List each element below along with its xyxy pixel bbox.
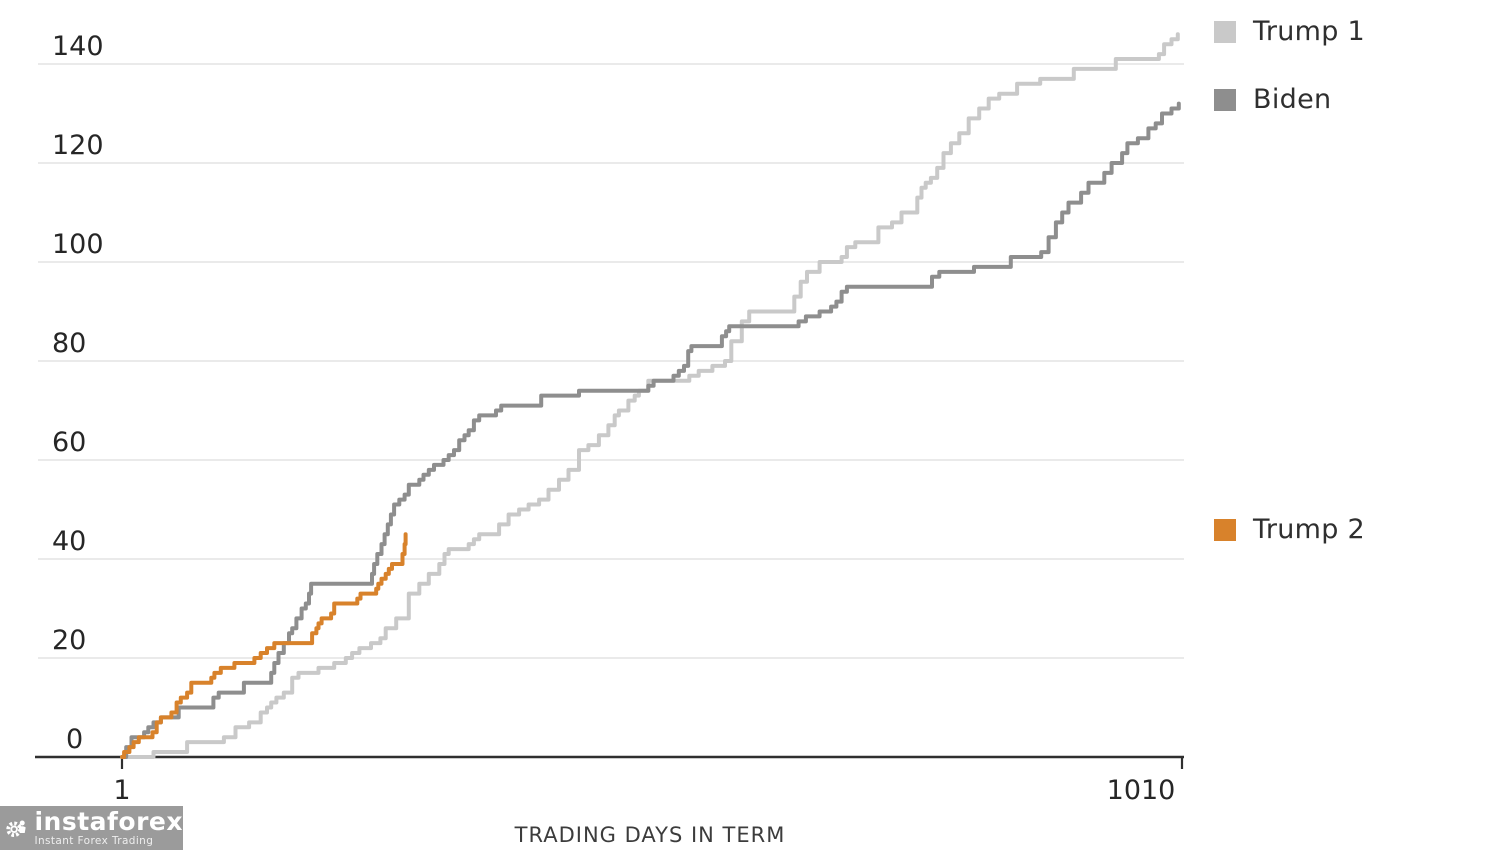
y-tick-label-80: 80 [52, 328, 86, 359]
x-tick-label-1: 1 [113, 775, 130, 806]
legend-swatch-trump-2 [1214, 518, 1236, 541]
legend-label-biden: Biden [1253, 84, 1332, 115]
legend-label-trump-1: Trump 1 [1253, 16, 1366, 47]
logo-brand-text: instaforex [34, 807, 183, 837]
instaforex-gear-icon [6, 820, 26, 838]
y-tick-label-100: 100 [52, 229, 104, 260]
y-tick-label-60: 60 [52, 427, 86, 458]
series-line-trump-1 [120, 32, 1180, 759]
legend-label-trump-2: Trump 2 [1253, 514, 1366, 545]
y-tick-label-120: 120 [52, 130, 104, 161]
legend-item-trump-1: Trump 1 [1214, 16, 1365, 47]
legend-swatch-trump-1 [1214, 20, 1236, 43]
y-tick-label-20: 20 [52, 625, 86, 656]
x-axis-title: TRADING DAYS IN TERM [514, 823, 786, 847]
legend-swatch-biden [1214, 88, 1236, 111]
series-line-biden [120, 101, 1181, 759]
series-line-trump-2 [120, 532, 408, 759]
logo-tagline-text: Instant Forex Trading [34, 835, 154, 848]
y-tick-label-0: 0 [66, 724, 83, 755]
legend-item-trump-2: Trump 2 [1214, 514, 1365, 545]
x-tick-label-1010: 1010 [1107, 775, 1176, 806]
legend-item-biden: Biden [1214, 84, 1331, 115]
instaforex-watermark: instaforex Instant Forex Trading [0, 806, 183, 850]
y-tick-label-140: 140 [52, 31, 104, 62]
y-tick-label-40: 40 [52, 526, 86, 557]
